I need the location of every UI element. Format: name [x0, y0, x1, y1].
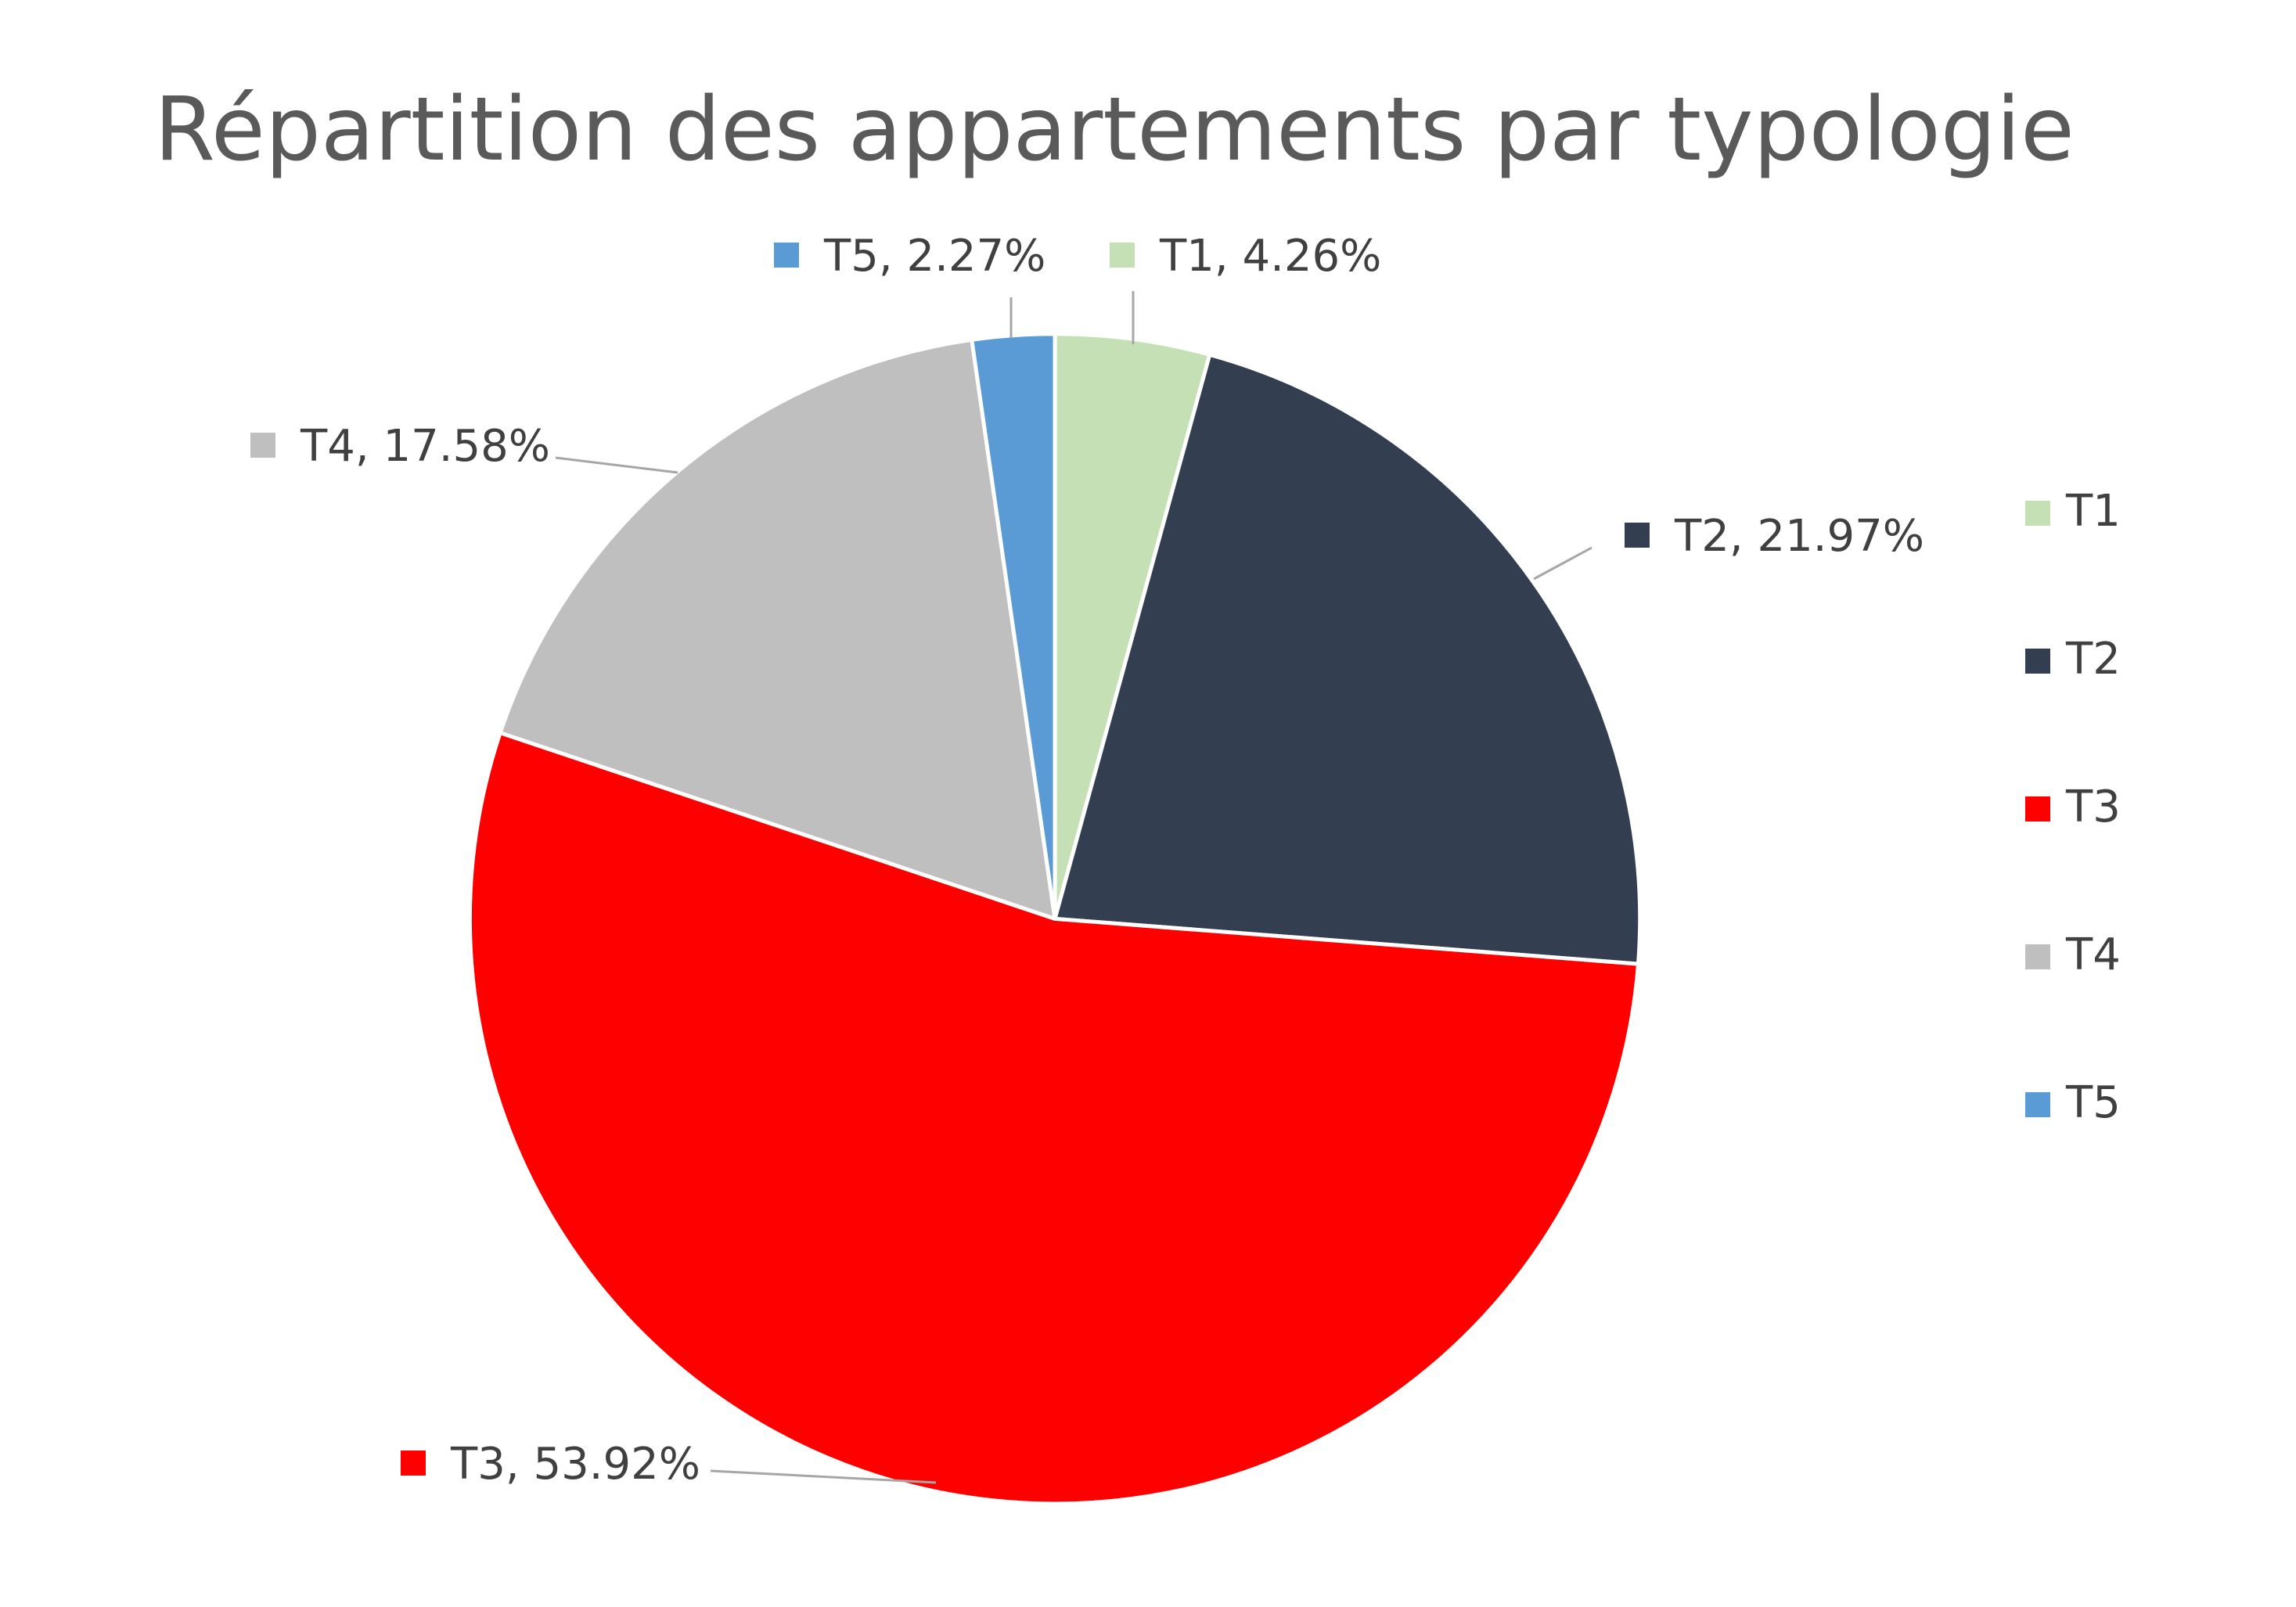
- legend-label-t5: T5: [2065, 1077, 2121, 1128]
- pie-slices: [467, 332, 1643, 1506]
- legend: T1 T2 T3 T4 T5: [2025, 486, 2121, 1128]
- legend-swatch-t5: [2025, 1092, 2050, 1117]
- legend-swatch-t4: [2025, 944, 2050, 969]
- data-label-swatch-t3: [401, 1451, 426, 1476]
- pie-slice-t2: [1053, 352, 1643, 966]
- data-label-t3: T3, 53.92%: [450, 1439, 700, 1490]
- data-label-swatch-t5: [774, 243, 799, 268]
- legend-label-t2: T2: [2065, 634, 2121, 685]
- legend-label-t3: T3: [2065, 782, 2121, 832]
- pie-slice-t5: [970, 332, 1057, 921]
- data-label-t1: T1, 4.26%: [1159, 231, 1381, 282]
- pie-slice-t3: [467, 731, 1640, 1506]
- data-label-t5: T5, 2.27%: [823, 231, 1045, 282]
- leader-line-t2: [1533, 546, 1592, 581]
- chart-title: Répartition des appartements par typolog…: [154, 79, 2075, 181]
- legend-swatch-t3: [2025, 796, 2050, 821]
- pie-slice-t4: [498, 337, 1057, 921]
- legend-swatch-t2: [2025, 649, 2050, 674]
- data-label-swatch-t1: [1110, 243, 1135, 268]
- legend-label-t1: T1: [2065, 486, 2121, 537]
- data-label-swatch-t2: [1625, 523, 1650, 548]
- data-label-swatch-t4: [250, 433, 275, 458]
- legend-swatch-t1: [2025, 501, 2050, 526]
- leader-lines: [555, 291, 1592, 1484]
- leader-line-t3: [710, 1469, 937, 1484]
- data-labels: T1, 4.26% T2, 21.97% T3, 53.92% T4, 17.58% T…: [250, 231, 1924, 1490]
- legend-label-t4: T4: [2065, 929, 2121, 980]
- data-label-t4: T4, 17.58%: [300, 421, 550, 472]
- data-label-t2: T2, 21.97%: [1674, 511, 1924, 562]
- leader-line-t4: [555, 456, 678, 474]
